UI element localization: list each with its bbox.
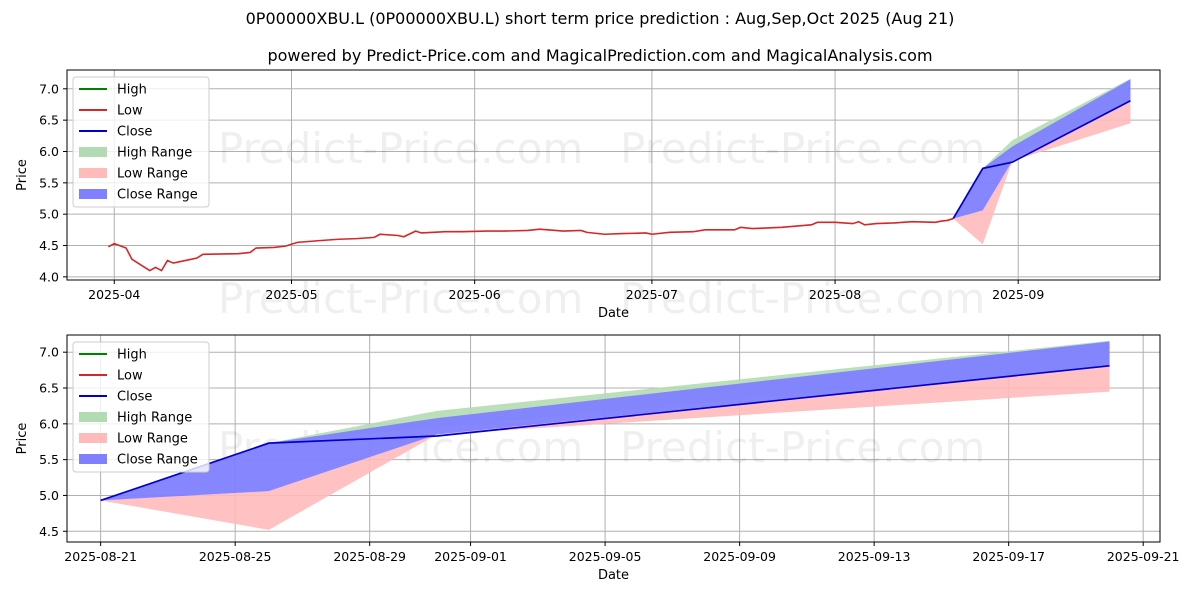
legend-low-range-label: Low Range — [117, 167, 188, 182]
x-axis-label: Date — [598, 306, 629, 321]
watermark-text: Predict-Price.com — [218, 124, 583, 173]
plot-frame — [66, 334, 1161, 543]
legend-close-range-swatch — [79, 189, 107, 199]
x-tick-label: 2025-07 — [626, 287, 678, 302]
legend-low-label: Low — [117, 369, 143, 384]
close-range-band — [100, 341, 1110, 501]
y-tick-label: 5.5 — [39, 452, 59, 467]
chart-subtitle: powered by Predict-Price.com and Magical… — [267, 46, 933, 65]
plot-frame — [66, 69, 1161, 281]
x-tick-label: 2025-09-21 — [1107, 549, 1180, 564]
x-tick-label: 2025-04 — [88, 287, 140, 302]
close-forecast-line — [952, 99, 1131, 219]
y-tick-label: 6.0 — [39, 416, 59, 431]
y-tick-label: 6.5 — [39, 113, 59, 128]
chart-title: 0P00000XBU.L (0P00000XBU.L) short term p… — [245, 9, 955, 28]
y-tick-label: 5.0 — [39, 488, 59, 503]
legend-high-range-label: High Range — [117, 146, 192, 161]
x-tick-label: 2025-08 — [809, 287, 861, 302]
legend-low-range-swatch — [79, 168, 107, 178]
low-range-band — [100, 365, 1110, 530]
legend-low-range-swatch — [79, 433, 107, 443]
y-tick-label: 7.0 — [39, 345, 59, 360]
legend-close-label: Close — [117, 390, 152, 405]
y-tick-label: 4.0 — [39, 269, 59, 284]
y-tick-label: 5.5 — [39, 175, 59, 190]
legend-high-range-label: High Range — [117, 411, 192, 426]
y-tick-label: 6.5 — [39, 381, 59, 396]
x-tick-label: 2025-06 — [449, 287, 501, 302]
y-tick-label: 6.0 — [39, 144, 59, 159]
low-history-line — [107, 217, 954, 272]
legend-low-range-label: Low Range — [117, 432, 188, 447]
y-tick-label: 4.5 — [39, 238, 59, 253]
watermark-text: Predict-Price.com — [620, 124, 985, 173]
legend: High Low Close High Range Low Range Close Ran… — [72, 76, 210, 208]
legend-close-label: Close — [117, 125, 152, 140]
x-tick-label: 2025-09-01 — [434, 549, 507, 564]
y-axis-label: Price — [15, 159, 30, 191]
x-tick-label: 2025-09-17 — [972, 549, 1045, 564]
x-tick-label: 2025-08-25 — [199, 549, 272, 564]
watermark-text: Predict-Price.com — [620, 274, 985, 323]
x-tick-label: 2025-05 — [265, 287, 317, 302]
legend-low-label: Low — [117, 104, 143, 119]
y-axis-label: Price — [15, 423, 30, 455]
legend-close-range-swatch — [79, 454, 107, 464]
x-axis-label: Date — [598, 568, 629, 583]
x-tick-label: 2025-09-09 — [703, 549, 776, 564]
y-tick-label: 5.0 — [39, 207, 59, 222]
legend-high-range-swatch — [79, 147, 107, 157]
low-range-band — [953, 100, 1131, 245]
legend-close-range-label: Close Range — [117, 453, 198, 468]
legend: High Low Close High Range Low Range Close Ran… — [72, 341, 210, 473]
x-tick-label: 2025-08-21 — [64, 549, 137, 564]
watermark-text: Predict-Price.com — [620, 423, 985, 472]
legend-close-range-label: Close Range — [117, 188, 198, 203]
x-tick-label: 2025-08-29 — [333, 549, 406, 564]
watermark-text: Predict-Price.com — [218, 274, 583, 323]
legend-high-label: High — [117, 348, 147, 363]
close-range-band — [953, 79, 1131, 219]
x-tick-label: 2025-09-05 — [569, 549, 642, 564]
x-tick-label: 2025-09-13 — [838, 549, 911, 564]
y-tick-label: 7.0 — [39, 81, 59, 96]
y-tick-label: 4.5 — [39, 524, 59, 539]
legend-high-label: High — [117, 83, 147, 98]
x-tick-label: 2025-09 — [992, 287, 1044, 302]
chart-2: Predict-Price.comPredict-Price.com4.55.0… — [15, 334, 1180, 583]
chart-1: Predict-Price.com Predict-Price.com Predic… — [15, 69, 1161, 323]
legend-high-range-swatch — [79, 412, 107, 422]
